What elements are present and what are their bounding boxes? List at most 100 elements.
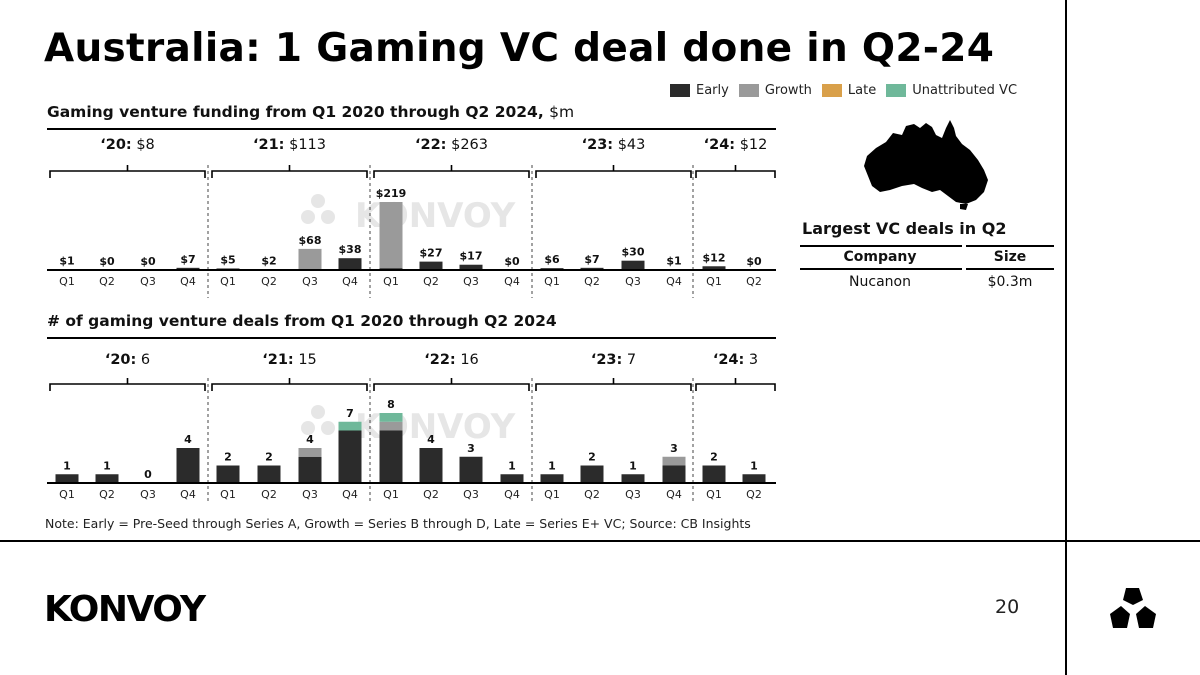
bar-early — [702, 465, 726, 483]
bar-early — [702, 266, 726, 270]
year-bracket — [49, 378, 206, 391]
data-label: $30 — [622, 246, 645, 259]
tick-label: Q3 — [625, 275, 641, 288]
year-bracket — [373, 165, 530, 178]
tick-label: Q2 — [423, 275, 439, 288]
legend-swatch-early — [670, 84, 690, 97]
data-label: 1 — [103, 459, 111, 472]
deals-chart: KONVOY ‘20: 6 ‘21: 15 ‘22: 16 ‘23: 7 ‘24: 3 1 Q… — [47, 337, 776, 502]
tick-label: Q2 — [746, 488, 762, 501]
watermark-text: KONVOY — [355, 407, 516, 447]
data-label: 4 — [306, 433, 314, 446]
tick-label: Q1 — [706, 488, 722, 501]
data-label: $38 — [339, 243, 362, 256]
funding-title-text: Gaming venture funding from Q1 2020 thro… — [47, 103, 544, 121]
right-divider — [1065, 0, 1067, 675]
year-header: ‘20: $8 — [100, 137, 155, 153]
tick-label: Q1 — [59, 275, 75, 288]
tick-label: Q1 — [706, 275, 722, 288]
watermark-text: KONVOY — [355, 196, 516, 236]
bar-early — [257, 465, 281, 483]
legend-item-growth: Growth — [738, 83, 822, 98]
australia-map-icon — [862, 118, 990, 214]
bar-early — [500, 474, 524, 483]
tick-label: Q2 — [99, 275, 115, 288]
watermark-icon — [301, 210, 315, 224]
data-label: 4 — [427, 433, 435, 446]
data-label: $0 — [140, 255, 156, 268]
brand-wordmark: KONVOY — [44, 589, 207, 628]
year-header: ‘21: 15 — [262, 352, 317, 368]
data-label: 1 — [63, 459, 71, 472]
bar-early — [459, 456, 483, 483]
tick-label: Q4 — [180, 275, 196, 288]
watermark-icon — [301, 421, 315, 435]
table-cell-size: $0.3m — [987, 274, 1033, 290]
tick-label: Q1 — [59, 488, 75, 501]
bar-early — [176, 448, 200, 483]
bar-growth — [662, 456, 686, 466]
data-label: $0 — [99, 255, 115, 268]
tick-label: Q3 — [140, 275, 156, 288]
watermark-icon — [321, 210, 335, 224]
year-bracket — [211, 378, 368, 391]
tick-label: Q2 — [261, 275, 277, 288]
brand-mark-icon — [1104, 584, 1162, 638]
legend-item-late: Late — [821, 83, 886, 98]
tick-label: Q4 — [342, 488, 358, 501]
year-bracket — [535, 165, 692, 178]
year-header: ‘23: 7 — [591, 352, 636, 368]
tick-label: Q1 — [383, 488, 399, 501]
deals-chart-title: # of gaming venture deals from Q1 2020 t… — [47, 312, 557, 330]
legend-label-early: Early — [696, 83, 729, 98]
table-header-size: Size — [993, 249, 1027, 265]
bar-early — [580, 267, 604, 270]
data-label: 4 — [184, 433, 192, 446]
bar-early — [540, 474, 564, 483]
table-header-company: Company — [843, 249, 917, 265]
data-label: $219 — [376, 187, 407, 200]
data-label: 3 — [467, 442, 475, 455]
bar-growth — [379, 421, 403, 431]
watermark-icon — [311, 405, 325, 419]
bar-early — [621, 260, 645, 270]
tick-label: Q2 — [423, 488, 439, 501]
year-bracket — [695, 165, 776, 178]
table-cell-company: Nucanon — [849, 274, 911, 290]
data-label: 0 — [144, 468, 152, 481]
bar-early — [216, 465, 240, 483]
bar-early — [459, 264, 483, 270]
legend-swatch-unattributed — [886, 84, 907, 97]
data-label: $2 — [261, 254, 276, 267]
tick-label: Q2 — [584, 488, 600, 501]
data-label: $0 — [746, 255, 762, 268]
tick-label: Q3 — [302, 275, 318, 288]
bar-early — [419, 261, 443, 270]
data-label: 1 — [629, 459, 637, 472]
chart-legend: Early Growth Late Unattributed VC — [670, 83, 1027, 98]
tick-label: Q3 — [625, 488, 641, 501]
data-label: 2 — [588, 451, 596, 464]
bar-early — [580, 465, 604, 483]
bar-early — [176, 267, 200, 270]
year-header: ‘22: $263 — [415, 137, 488, 153]
tick-label: Q4 — [180, 488, 196, 501]
tick-label: Q4 — [504, 275, 520, 288]
tick-label: Q3 — [463, 275, 479, 288]
bar-early — [419, 448, 443, 483]
legend-label-growth: Growth — [764, 83, 812, 98]
source-note: Note: Early = Pre-Seed through Series A,… — [45, 516, 751, 531]
bar-early — [95, 474, 119, 483]
bar-growth — [379, 202, 403, 269]
data-label: $12 — [703, 251, 726, 264]
tick-label: Q3 — [302, 488, 318, 501]
data-label: $7 — [584, 253, 599, 266]
bar-early — [662, 465, 686, 483]
legend-swatch-growth — [738, 84, 759, 97]
data-label: 2 — [710, 451, 718, 464]
bottom-divider — [0, 540, 1200, 542]
data-label: $5 — [220, 253, 235, 266]
tick-label: Q2 — [584, 275, 600, 288]
data-label: $17 — [460, 250, 483, 263]
data-label: 1 — [548, 459, 556, 472]
